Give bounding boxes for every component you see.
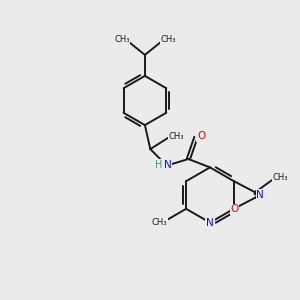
Text: CH₃: CH₃ <box>114 35 130 44</box>
Text: CH₃: CH₃ <box>151 218 167 227</box>
Text: CH₃: CH₃ <box>160 35 176 44</box>
Text: O: O <box>197 131 206 141</box>
Text: N: N <box>164 160 171 170</box>
Text: CH₃: CH₃ <box>169 132 184 141</box>
Text: O: O <box>230 204 238 214</box>
Text: N: N <box>256 190 264 200</box>
Text: N: N <box>206 218 214 228</box>
Text: H: H <box>155 160 162 170</box>
Text: CH₃: CH₃ <box>272 173 288 182</box>
